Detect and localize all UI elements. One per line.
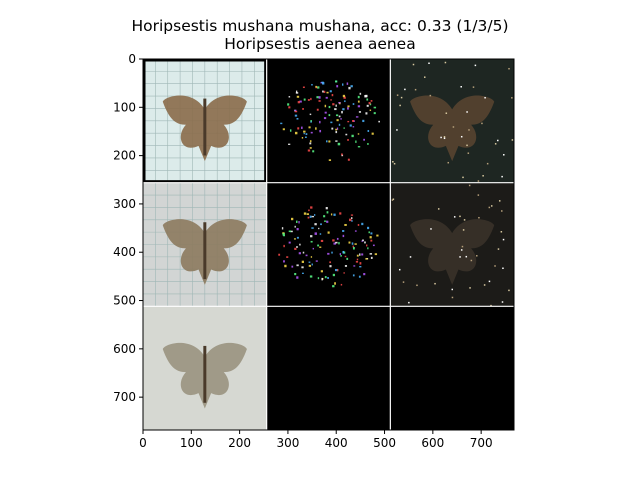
tile-layer bbox=[142, 58, 514, 430]
masked-speckle bbox=[392, 61, 514, 182]
tile-separators bbox=[143, 59, 514, 430]
chart-title-line-2: Horipsestis aenea aenea bbox=[224, 35, 416, 53]
y-tick-label: 600 bbox=[113, 342, 136, 356]
x-tick-label: 300 bbox=[276, 436, 299, 450]
tile-r0-c1 bbox=[266, 59, 391, 183]
masked-moth-shape bbox=[410, 219, 495, 285]
tile-r0-c2 bbox=[390, 59, 514, 183]
y-axis-ticks: 0 100 200 300 400 500 600 700 bbox=[113, 52, 143, 404]
photo-border bbox=[142, 58, 268, 184]
x-axis-ticks: 0 100 200 300 400 500 600 700 bbox=[139, 430, 493, 450]
x-tick-label: 0 bbox=[139, 436, 147, 450]
saliency-speckle bbox=[280, 80, 380, 161]
x-tick-label: 700 bbox=[470, 436, 493, 450]
y-tick-label: 200 bbox=[113, 149, 136, 163]
tile-r1-c1 bbox=[266, 182, 391, 307]
x-tick-label: 600 bbox=[421, 436, 444, 450]
tile-r2-c0 bbox=[143, 306, 267, 430]
masked-moth-shape bbox=[410, 95, 495, 162]
tile-background bbox=[266, 306, 391, 430]
masked-speckle bbox=[391, 184, 510, 307]
y-tick-label: 300 bbox=[113, 197, 136, 211]
x-tick-label: 200 bbox=[228, 436, 251, 450]
x-tick-label: 500 bbox=[373, 436, 396, 450]
axes-frame bbox=[142, 58, 515, 431]
tile-r2-c1 bbox=[266, 306, 391, 430]
x-tick-label: 100 bbox=[180, 436, 203, 450]
x-tick-label: 400 bbox=[325, 436, 348, 450]
chart-title-line-1: Horipsestis mushana mushana, acc: 0.33 (… bbox=[131, 17, 509, 35]
tile-r0-c0 bbox=[142, 58, 268, 184]
y-tick-label: 700 bbox=[113, 390, 136, 404]
tile-r1-c0 bbox=[143, 182, 267, 307]
tile-background bbox=[266, 59, 391, 183]
y-tick-label: 100 bbox=[113, 100, 136, 114]
y-tick-label: 0 bbox=[128, 52, 136, 66]
saliency-speckle bbox=[278, 206, 379, 288]
tile-background bbox=[266, 182, 391, 307]
tile-r2-c2 bbox=[390, 306, 514, 430]
y-tick-label: 400 bbox=[113, 245, 136, 259]
tile-r1-c2 bbox=[390, 182, 514, 307]
tile-background bbox=[390, 306, 514, 430]
y-tick-label: 500 bbox=[113, 294, 136, 308]
